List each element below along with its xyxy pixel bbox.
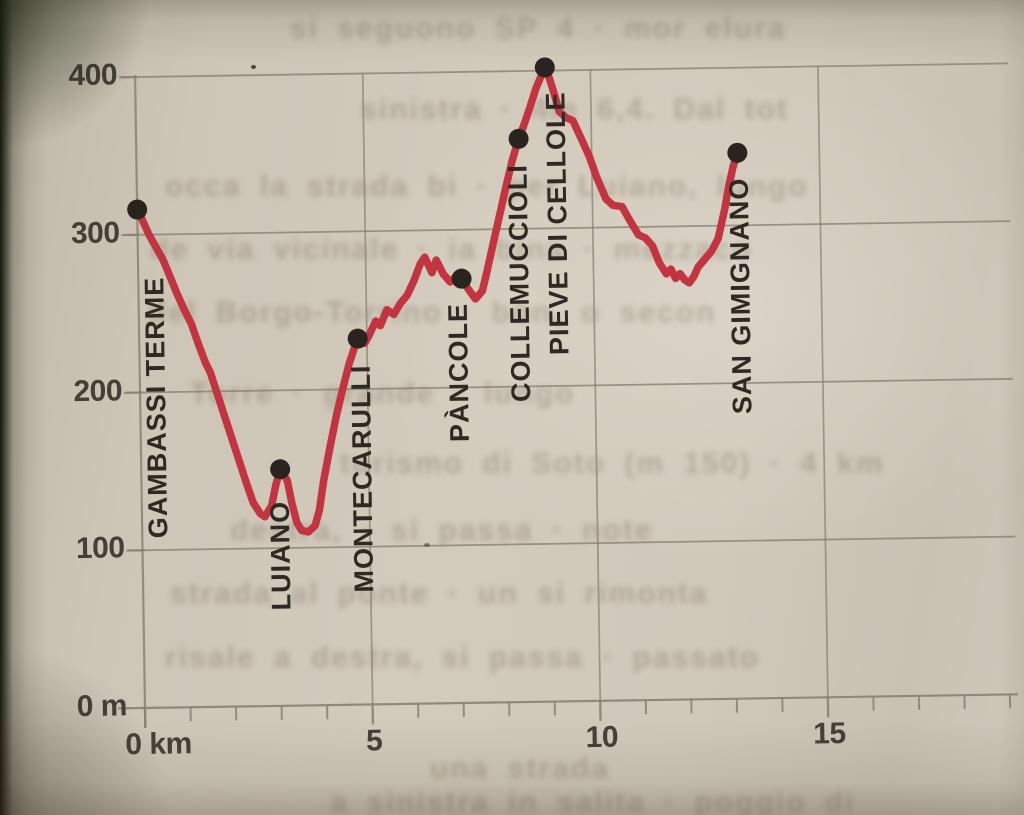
y-axis-label-300: 300 bbox=[70, 216, 120, 250]
x-axis-label-5: 5 bbox=[365, 724, 383, 758]
dust-speck bbox=[424, 543, 430, 547]
x-axis-label-0: 0 km bbox=[125, 727, 193, 762]
y-axis-label-0: 0 m bbox=[76, 689, 128, 724]
waypoint-label-luiano: LUIANO bbox=[264, 500, 297, 611]
dust-speck bbox=[251, 65, 256, 69]
waypoint-dot-san-gimignano bbox=[727, 142, 748, 163]
x-axis-label-15: 15 bbox=[812, 717, 846, 751]
waypoint-dot-collemuccioli bbox=[508, 128, 529, 149]
x-axis-label-10: 10 bbox=[585, 720, 619, 755]
waypoint-label-collemuccioli: COLLEMUCCIOLI bbox=[502, 163, 537, 403]
gridline-200m bbox=[126, 377, 1013, 394]
waypoint-label-p-ncole: PÀNCOLE bbox=[442, 302, 476, 442]
waypoint-label-san-gimignano: SAN GIMIGNANO bbox=[723, 177, 758, 415]
y-axis-label-100: 100 bbox=[75, 531, 125, 566]
waypoint-label-pieve-di-cellole: PIEVE DI CELLOLE bbox=[540, 91, 575, 356]
y-axis-label-400: 400 bbox=[68, 58, 118, 93]
waypoint-label-gambassi-terme: GAMBASSI TERME bbox=[139, 276, 174, 539]
x-axis-baseline bbox=[117, 693, 1018, 710]
elevation-line bbox=[133, 63, 742, 536]
waypoint-label-montecarulli: MONTECARULLI bbox=[345, 364, 379, 593]
y-axis-label-200: 200 bbox=[73, 373, 123, 408]
gridline-100m bbox=[128, 535, 1016, 552]
